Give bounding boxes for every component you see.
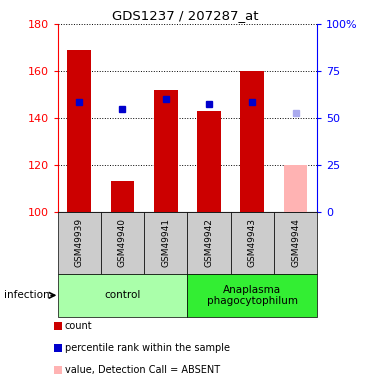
- Text: GSM49944: GSM49944: [291, 218, 300, 267]
- Text: count: count: [65, 321, 92, 331]
- Text: GDS1237 / 207287_at: GDS1237 / 207287_at: [112, 9, 259, 22]
- Text: control: control: [104, 290, 141, 300]
- Text: GSM49941: GSM49941: [161, 218, 170, 267]
- Text: GSM49943: GSM49943: [248, 218, 257, 267]
- Bar: [274, 212, 317, 274]
- Bar: [197, 111, 221, 212]
- Bar: [187, 212, 231, 274]
- Bar: [284, 165, 308, 212]
- Text: GSM49939: GSM49939: [75, 218, 83, 267]
- Bar: [58, 212, 101, 274]
- Bar: [187, 274, 317, 317]
- Bar: [101, 212, 144, 274]
- Text: GSM49942: GSM49942: [204, 218, 213, 267]
- Bar: [67, 50, 91, 212]
- Bar: [111, 182, 134, 212]
- Bar: [154, 90, 178, 212]
- Text: value, Detection Call = ABSENT: value, Detection Call = ABSENT: [65, 365, 220, 375]
- Text: GSM49940: GSM49940: [118, 218, 127, 267]
- Text: infection: infection: [4, 290, 49, 300]
- Bar: [58, 274, 187, 317]
- Bar: [144, 212, 187, 274]
- Bar: [240, 71, 264, 212]
- Text: Anaplasma
phagocytophilum: Anaplasma phagocytophilum: [207, 285, 298, 306]
- Bar: [231, 212, 274, 274]
- Text: percentile rank within the sample: percentile rank within the sample: [65, 343, 230, 353]
